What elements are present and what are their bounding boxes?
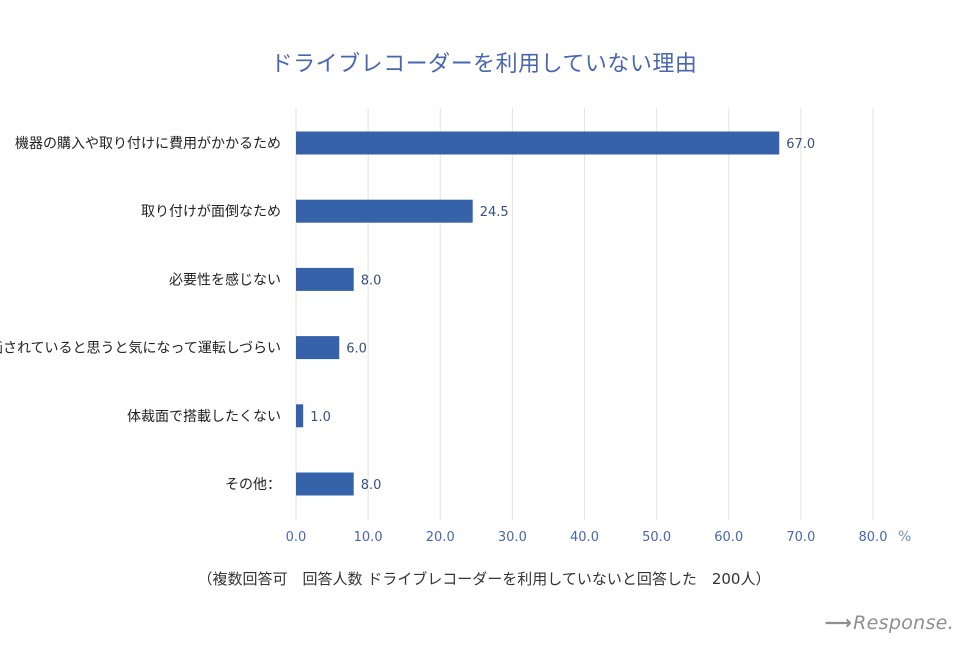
data-label: 67.0 [786, 137, 815, 152]
data-label: 8.0 [361, 273, 382, 288]
response-logo: ⟶Response. [825, 612, 954, 634]
x-unit-label: % [898, 529, 911, 545]
x-tick-label: 30.0 [498, 530, 527, 545]
x-tick-label: 60.0 [714, 530, 743, 545]
x-tick-label: 0.0 [286, 530, 307, 545]
data-label: 8.0 [361, 478, 382, 493]
category-label: 録画されていると思うと気になって運転しづらい [0, 341, 281, 357]
x-tick-label: 70.0 [786, 530, 815, 545]
x-tick-label: 20.0 [426, 530, 455, 545]
data-label: 6.0 [346, 342, 367, 357]
chart-title: ドライブレコーダーを利用していない理由 [270, 52, 698, 77]
x-tick-label: 10.0 [354, 530, 383, 545]
bar [296, 131, 780, 155]
response-logo-icon: ⟶ [824, 612, 853, 634]
bar [296, 336, 340, 360]
category-label: 取り付けが面倒なため [141, 204, 281, 220]
category-label: 必要性を感じない [169, 271, 281, 288]
bar [296, 267, 354, 291]
bar [296, 199, 473, 223]
chart-footnote: （複数回答可 回答人数 ドライブレコーダーを利用していないと回答した 200人） [197, 570, 771, 588]
data-label: 1.0 [310, 410, 331, 425]
x-tick-label: 50.0 [642, 530, 671, 545]
x-tick-label: 40.0 [570, 530, 599, 545]
data-label: 24.5 [480, 205, 509, 220]
category-label: その他： [225, 477, 281, 493]
bar [296, 404, 304, 428]
response-logo-text: Response. [853, 612, 954, 634]
category-label: 機器の購入や取り付けに費用がかかるため [15, 136, 281, 152]
bar [296, 472, 354, 496]
category-label: 体裁面で搭載したくない [127, 409, 281, 425]
x-tick-label: 80.0 [859, 530, 888, 545]
